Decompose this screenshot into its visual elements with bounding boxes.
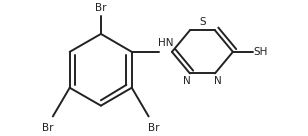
Text: Br: Br: [42, 123, 53, 133]
Text: Br: Br: [95, 3, 107, 13]
Text: S: S: [199, 17, 206, 27]
Text: HN: HN: [158, 38, 174, 48]
Text: N: N: [214, 76, 221, 86]
Text: N: N: [184, 76, 191, 86]
Text: SH: SH: [253, 47, 268, 57]
Text: Br: Br: [148, 123, 160, 133]
